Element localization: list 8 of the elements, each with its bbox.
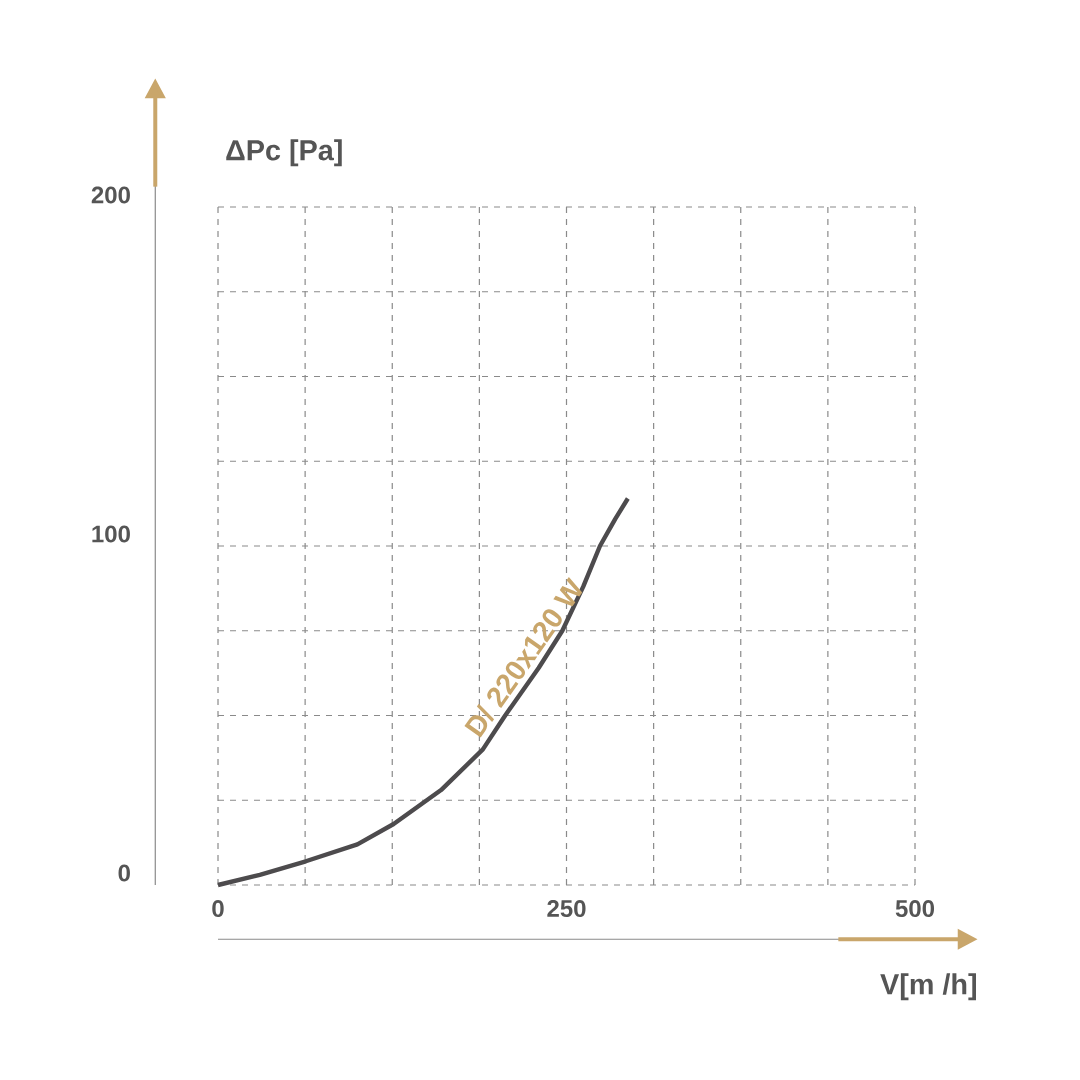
x-axis-title: V[m /h]: [880, 973, 976, 1001]
y-tick-label: 100: [92, 525, 130, 543]
y-tick-label: 200: [91, 186, 130, 204]
x-tick-label: 250: [547, 900, 586, 918]
y-tick-label: 0: [118, 864, 130, 882]
y-axis-title: ΔPc [Pa]: [226, 139, 342, 167]
x-tick-label: 500: [895, 900, 935, 918]
x-tick-label: 0: [212, 900, 224, 918]
